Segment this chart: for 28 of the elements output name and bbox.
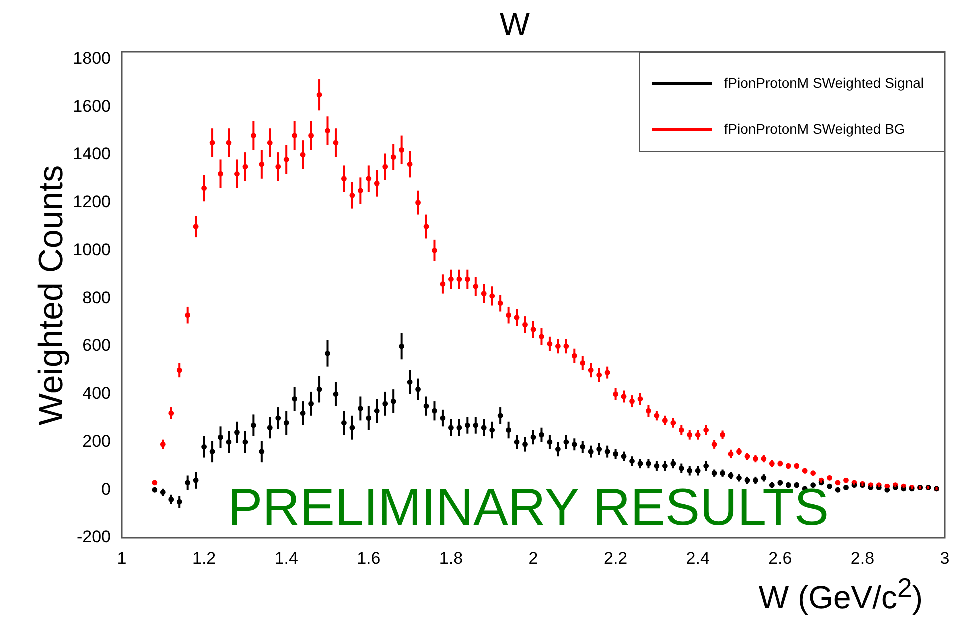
y-tick-label: 1600 xyxy=(73,96,111,116)
y-tick-label: 600 xyxy=(82,336,111,356)
x-tick-label: 1.4 xyxy=(274,548,298,568)
y-tick-label: -200 xyxy=(76,528,111,547)
legend-label: fPionProtonM SWeighted Signal xyxy=(724,75,924,91)
x-tick-label: 3 xyxy=(940,548,950,568)
y-tick-label: 0 xyxy=(102,480,111,499)
y-tick-label: 1800 xyxy=(73,48,111,68)
x-tick-label: 2.4 xyxy=(686,548,710,568)
y-tick-label: 1000 xyxy=(73,240,111,260)
y-tick-label: 1200 xyxy=(73,192,111,212)
x-tick-label: 2.6 xyxy=(768,548,792,568)
x-axis-title: W (GeV/c$^{2}$) xyxy=(758,573,923,617)
x-tick-label: 2 xyxy=(528,548,538,568)
x-tick-label: 1 xyxy=(117,548,127,568)
y-tick-label: 200 xyxy=(82,432,111,451)
y-axis-title: Weighted Counts xyxy=(32,164,72,428)
x-tick-label: 2.2 xyxy=(604,548,628,568)
legend-label: fPionProtonM SWeighted BG xyxy=(724,121,906,137)
annotation: PRELIMINARY RESULTS xyxy=(228,478,830,538)
y-tick-label: 800 xyxy=(82,288,111,308)
x-tick-label: 1.6 xyxy=(357,548,381,568)
y-tick-label: 400 xyxy=(82,384,111,404)
chart-title: W xyxy=(498,6,532,43)
x-tick-label: 1.2 xyxy=(192,548,216,568)
x-tick-label: 2.8 xyxy=(850,548,875,568)
x-tick-label: 1.8 xyxy=(439,548,464,568)
y-tick-label: 1400 xyxy=(73,144,111,164)
